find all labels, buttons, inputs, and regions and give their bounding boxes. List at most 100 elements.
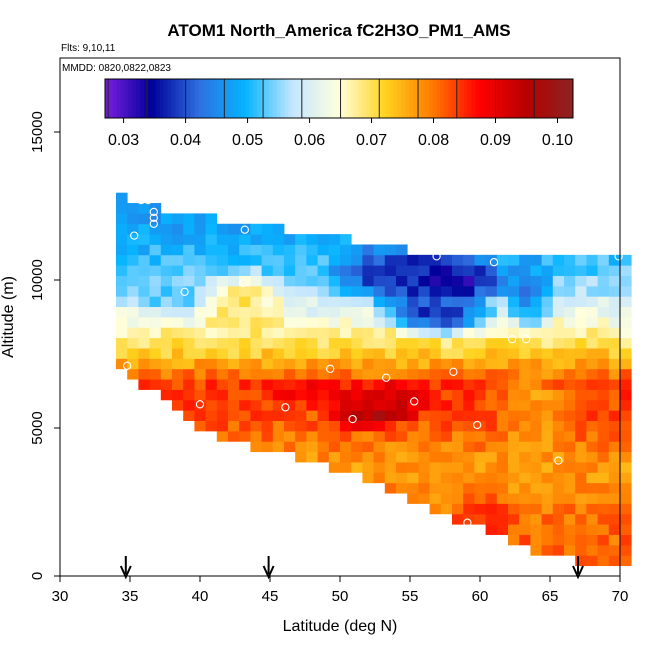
flight-marker: [149, 219, 158, 228]
heatmap-cell: [340, 399, 352, 411]
heatmap-cell: [575, 285, 587, 297]
heatmap-cell: [351, 368, 363, 380]
heatmap-cell: [575, 296, 587, 308]
heatmap-cell: [362, 358, 374, 370]
heatmap-cell: [508, 306, 520, 318]
colorbar-segment: [327, 79, 332, 118]
heatmap-cell: [552, 493, 565, 504]
heatmap-cell: [564, 524, 576, 535]
colorbar-segment: [210, 79, 215, 118]
heatmap-cell: [205, 275, 218, 287]
heatmap-cell: [541, 503, 554, 515]
heatmap-cell: [564, 358, 576, 370]
heatmap-cell: [496, 524, 509, 535]
heatmap-cell: [586, 451, 598, 463]
heatmap-cell: [340, 358, 352, 370]
heatmap-cell: [440, 296, 453, 308]
heatmap-cell: [272, 358, 285, 370]
heatmap-cell: [620, 420, 632, 432]
heatmap-cell: [116, 327, 128, 339]
colorbar-segment: [397, 79, 402, 118]
heatmap-cell: [429, 285, 442, 297]
heatmap-cell: [564, 503, 576, 515]
heatmap-cell: [216, 254, 229, 266]
heatmap-cell: [194, 234, 206, 245]
heatmap-cell: [429, 389, 442, 401]
heatmap-cell: [362, 296, 374, 308]
colorbar-segment: [315, 79, 320, 118]
heatmap-cell: [205, 265, 218, 276]
heatmap-cell: [564, 420, 576, 432]
heatmap-cell: [519, 462, 531, 473]
heatmap-cell: [340, 451, 352, 463]
heatmap-cell: [239, 348, 251, 359]
heatmap-cell: [541, 482, 554, 494]
heatmap-cell: [127, 254, 139, 266]
heatmap-cell: [317, 379, 330, 390]
heatmap-cell: [317, 348, 330, 359]
heatmap-cell: [586, 348, 598, 359]
heatmap-cell: [373, 389, 386, 401]
heatmap-cell: [138, 275, 150, 287]
heatmap-cell: [575, 430, 587, 442]
heatmap-cell: [183, 234, 195, 245]
colorbar-segment: [284, 79, 289, 118]
heatmap-cell: [194, 389, 206, 401]
heatmap-cell: [317, 451, 330, 463]
heatmap-cell: [552, 399, 565, 411]
heatmap-cell: [552, 430, 565, 442]
colorbar-segment: [167, 79, 172, 118]
heatmap-cell: [418, 441, 430, 453]
heatmap-cell: [284, 420, 296, 432]
heatmap-cell: [541, 462, 554, 473]
heatmap-cell: [552, 503, 565, 515]
heatmap-cell: [384, 244, 397, 256]
heatmap-cell: [541, 493, 554, 504]
colorbar-segment: [335, 79, 340, 118]
heatmap-cell: [608, 306, 621, 318]
flight-marker: [239, 278, 248, 288]
heatmap-cell: [575, 534, 587, 546]
heatmap-cell: [418, 389, 430, 401]
heatmap-cell: [519, 534, 531, 546]
heatmap-cell: [172, 306, 184, 318]
heatmap-cell: [396, 265, 408, 276]
heatmap-cell: [205, 389, 218, 401]
heatmap-cell: [496, 441, 509, 453]
heatmap-cell: [228, 285, 240, 297]
heatmap-cell: [317, 430, 330, 442]
heatmap-cell: [138, 265, 150, 276]
heatmap-cell: [328, 348, 341, 359]
heatmap-cell: [239, 285, 251, 297]
heatmap-cell: [127, 317, 139, 328]
heatmap-cell: [340, 348, 352, 359]
flight-marker: [149, 207, 158, 217]
heatmap-cell: [205, 213, 218, 225]
heatmap-cell: [530, 389, 542, 401]
colorbar-segment: [206, 79, 211, 118]
heatmap-cell: [116, 244, 128, 256]
heatmap-cell: [452, 493, 464, 504]
heatmap-cell: [116, 317, 128, 328]
heatmap-cell: [340, 275, 352, 287]
heatmap-cell: [261, 265, 274, 276]
heatmap-cell: [530, 317, 542, 328]
heatmap-cell: [407, 482, 419, 494]
heatmap-cell: [295, 296, 307, 308]
heatmap-cell: [485, 306, 498, 318]
heatmap-cell: [620, 555, 632, 567]
heatmap-cell: [272, 327, 285, 339]
heatmap-cell: [261, 275, 274, 287]
heatmap-cell: [362, 410, 374, 421]
heatmap-cell: [384, 348, 397, 359]
heatmap-cell: [407, 430, 419, 442]
heatmap-cell: [496, 513, 509, 525]
flight-marker: [363, 231, 373, 240]
heatmap-cell: [508, 296, 520, 308]
heatmap-cell: [586, 555, 598, 567]
heatmap-cell: [396, 358, 408, 370]
colorbar-segment: [522, 79, 527, 118]
heatmap-cell: [340, 430, 352, 442]
heatmap-cell: [328, 358, 341, 370]
heatmap-cell: [351, 348, 363, 359]
